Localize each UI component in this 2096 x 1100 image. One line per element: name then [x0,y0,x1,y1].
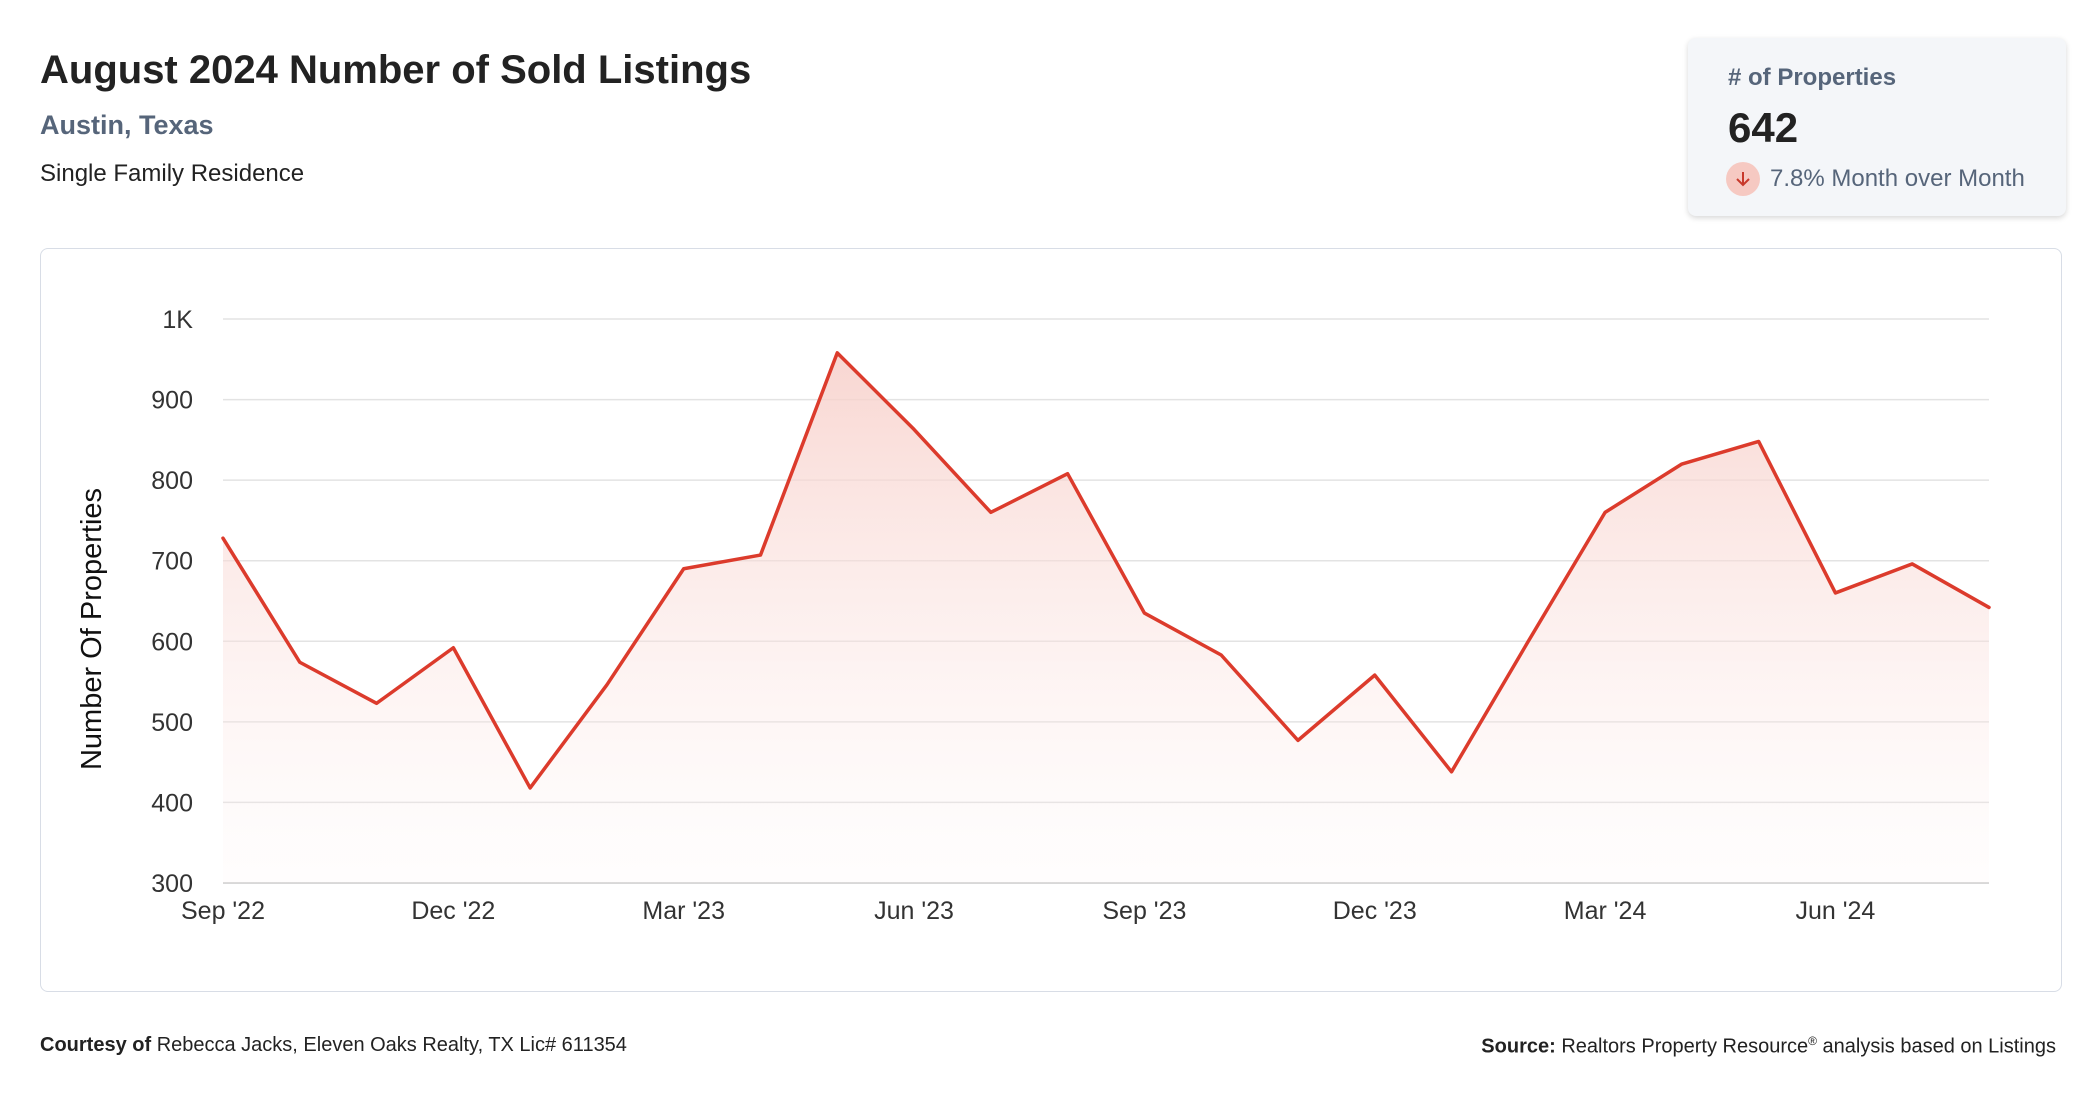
x-tick-label: Sep '22 [181,897,265,925]
x-tick-label: Mar '23 [642,897,725,925]
x-tick-label: Jun '24 [1796,897,1876,925]
y-tick-label: 800 [151,467,193,495]
courtesy-label: Courtesy of [40,1034,152,1056]
source-label: Source: [1481,1035,1556,1058]
area-shape [223,352,1989,884]
kpi-value: 642 [1728,104,1799,151]
y-tick-label: 400 [151,789,193,817]
x-axis-ticks: Sep '22 Dec '22 Mar '23 Jun '23 Sep '23 Dec '… [181,897,1875,925]
courtesy-text: Rebecca Jacks, Eleven Oaks Realty, TX Li… [156,1034,627,1056]
x-tick-label: Sep '23 [1102,897,1186,925]
courtesy-footer: Courtesy of Rebecca Jacks, Eleven Oaks R… [40,1034,627,1057]
kpi-card: # of Properties 642 7.8% Month over Mont… [1688,38,2066,216]
kpi-label: # of Properties [1728,64,1897,91]
chart-panel: 300 400 500 600 700 800 900 1K Sep '22 Dec '22 Ma… [40,248,2062,992]
source-text: analysis based on Listings [1822,1035,2056,1058]
property-type-label: Single Family Residence [40,160,305,187]
series-line [221,351,1991,790]
x-tick-label: Jun '23 [874,897,954,925]
location-label: Austin, Texas [40,110,214,140]
kpi-change-text: 7.8% Month over Month [1770,165,2025,192]
y-tick-label: 500 [151,709,193,737]
registered-mark: ® [1808,1034,1817,1048]
area-fill [223,352,1989,884]
page-title: August 2024 Number of Sold Listings [40,48,752,92]
y-tick-label: 700 [151,548,193,576]
y-axis-ticks: 300 400 500 600 700 800 900 1K [151,306,193,898]
y-tick-label: 300 [151,870,193,898]
source-footer: Source: Realtors Property Resource® anal… [1481,1034,2056,1059]
y-tick-label: 900 [151,387,193,415]
source-name: Realtors Property Resource [1561,1035,1809,1058]
x-tick-label: Mar '24 [1564,897,1647,925]
arrow-down-icon [1726,162,1760,196]
kpi-change: 7.8% Month over Month [1726,162,2025,196]
y-axis-label: Number Of Properties [76,488,108,770]
y-tick-label: 1K [162,306,193,334]
x-tick-label: Dec '22 [411,897,495,925]
x-tick-label: Dec '23 [1333,897,1417,925]
line-chart: 300 400 500 600 700 800 900 1K Sep '22 Dec '22 Ma… [76,306,1991,925]
series-polyline [221,351,1991,790]
y-tick-label: 600 [151,628,193,656]
